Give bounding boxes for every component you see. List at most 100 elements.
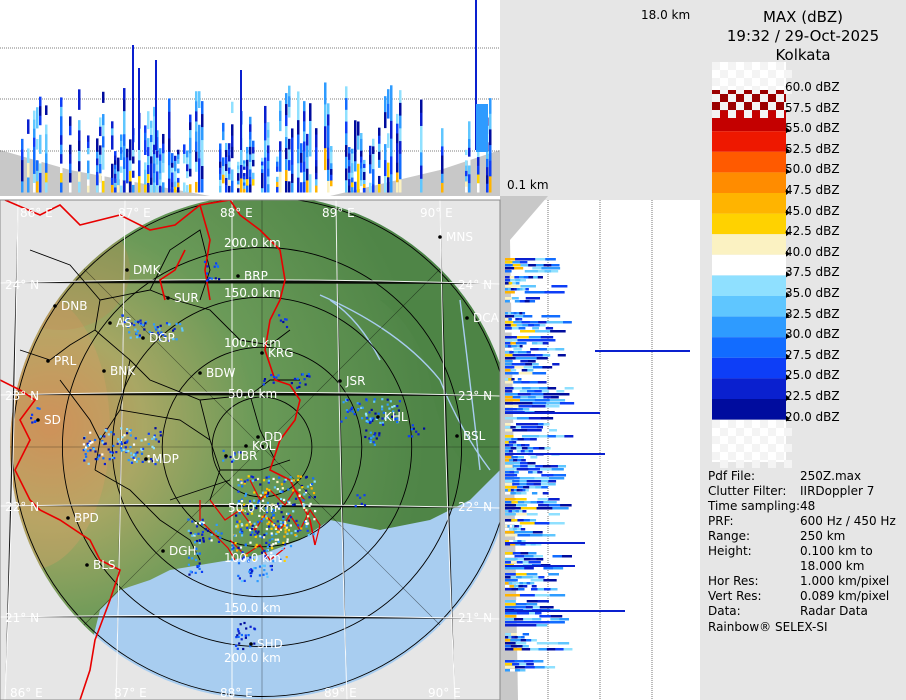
- scan-info: Pdf File: 250Z.max Clutter Filter: IIRDoppl…: [708, 469, 904, 635]
- info-key: Pdf File:: [708, 469, 756, 483]
- lon-label: 88° E: [220, 686, 253, 700]
- city-marker: [144, 457, 148, 461]
- lon-label: 87° E: [118, 206, 151, 220]
- city-label: MNS: [446, 230, 473, 244]
- city-label: SHD: [257, 637, 283, 651]
- city-marker: [455, 434, 459, 438]
- legend-swatch: [712, 234, 786, 255]
- radar-display: 86° E 87° E 88° E 89° E 90° E 86° E 87° …: [0, 0, 700, 700]
- legend-swatch: [712, 275, 786, 296]
- radar-site-marker: [260, 445, 264, 449]
- city-label: DMK: [133, 263, 162, 277]
- city-label: JSR: [345, 374, 366, 388]
- legend-swatch: [712, 378, 786, 399]
- legend-swatch: [712, 357, 786, 379]
- timestamp: 19:32 / 29-Oct-2025: [726, 27, 880, 45]
- city-marker: [465, 316, 469, 320]
- city-marker: [260, 351, 264, 355]
- legend-label: 37.5 dBZ: [785, 265, 840, 280]
- info-key: Vert Res:: [708, 589, 762, 603]
- min-height-label: 0.1 km: [507, 178, 549, 192]
- info-value: 250 km: [800, 529, 846, 543]
- city-marker: [166, 296, 170, 300]
- svg-text:21° N: 21° N: [458, 611, 492, 625]
- city-label: KRG: [268, 346, 294, 360]
- city-marker: [108, 321, 112, 325]
- city-marker: [85, 563, 89, 567]
- city-marker: [161, 549, 165, 553]
- city-label: MDP: [152, 452, 179, 466]
- legend-panel: MAX (dBZ) 19:32 / 29-Oct-2025 Kolkata 60…: [700, 0, 906, 700]
- city-label: PRL: [54, 354, 77, 368]
- legend-swatch: [712, 337, 786, 358]
- legend-label: 50.0 dBZ: [785, 162, 840, 177]
- city-marker: [36, 418, 40, 422]
- city-label: BSL: [463, 429, 486, 443]
- info-row: Vert Res: 0.089 km/pixel: [708, 589, 904, 604]
- svg-text:21° N: 21° N: [5, 611, 39, 625]
- legend-label: 55.0 dBZ: [785, 121, 840, 136]
- svg-text:100.0 km: 100.0 km: [224, 551, 281, 565]
- landmass: [10, 200, 500, 699]
- info-value: 0.100 km to 18.000 km: [800, 544, 873, 573]
- info-row: Hor Res: 1.000 km/pixel: [708, 574, 904, 589]
- side-profile-echoes: [505, 258, 690, 672]
- city-marker: [125, 268, 129, 272]
- svg-text:22° N: 22° N: [5, 500, 39, 514]
- lon-label: 86° E: [20, 206, 53, 220]
- info-row: PRF: 600 Hz / 450 Hz: [708, 514, 904, 529]
- range-labels: 50.0 km 100.0 km 150.0 km 200.0 km 50.0 …: [224, 236, 281, 665]
- legend-swatch: [712, 131, 786, 152]
- city-label: UBR: [232, 449, 257, 463]
- city-label: BLS: [93, 558, 116, 572]
- city-label: DGH: [169, 544, 197, 558]
- city-label: KOL: [252, 439, 276, 453]
- legend-swatch: [712, 399, 786, 420]
- legend-swatch: [712, 254, 786, 276]
- max-height-label: 18.0 km: [641, 8, 691, 22]
- city-label: AS: [116, 316, 132, 330]
- legend-label: 25.0 dBZ: [785, 368, 840, 383]
- info-row: Pdf File: 250Z.max: [708, 469, 904, 484]
- city-marker: [198, 371, 202, 375]
- svg-text:24° N: 24° N: [5, 278, 39, 292]
- info-key: PRF:: [708, 514, 734, 528]
- software-credit: Rainbow® SELEX-SI: [708, 620, 828, 634]
- city-marker: [338, 379, 342, 383]
- svg-text:100.0 km: 100.0 km: [224, 336, 281, 350]
- legend-swatch: [712, 296, 786, 317]
- city-marker: [66, 516, 70, 520]
- info-key: Hor Res:: [708, 574, 759, 588]
- legend-swatch: [712, 193, 786, 214]
- city-label: BPD: [74, 511, 99, 525]
- lon-labels-top: 86° E 87° E 88° E 89° E 90° E: [20, 206, 453, 220]
- svg-text:200.0 km: 200.0 km: [224, 236, 281, 250]
- city-label: DD: [264, 430, 282, 444]
- legend-label: 20.0 dBZ: [785, 409, 840, 424]
- legend-label: 32.5 dBZ: [785, 306, 840, 321]
- info-value: Radar Data: [800, 604, 868, 618]
- info-value: 0.089 km/pixel: [800, 589, 890, 603]
- info-value: 1.000 km/pixel: [800, 574, 890, 588]
- info-key: Data:: [708, 604, 741, 618]
- city-label: DCA: [473, 311, 500, 325]
- legend-label: 57.5 dBZ: [785, 100, 840, 115]
- lon-label: 90° E: [420, 206, 453, 220]
- lon-label: 89° E: [322, 206, 355, 220]
- info-row: Range: 250 km: [708, 529, 904, 544]
- info-key: Time sampling:: [708, 499, 801, 513]
- legend-label: 35.0 dBZ: [785, 286, 840, 300]
- lon-label: 86° E: [10, 686, 43, 700]
- city-marker: [102, 369, 106, 373]
- city-marker: [376, 415, 380, 419]
- info-key: Clutter Filter:: [708, 484, 787, 498]
- svg-text:23° N: 23° N: [5, 389, 39, 403]
- legend-label: 22.5 dBZ: [785, 389, 840, 403]
- info-key: Range:: [708, 529, 751, 543]
- svg-text:50.0 km: 50.0 km: [228, 387, 277, 401]
- lon-label: 87° E: [114, 686, 147, 700]
- legend-label: 30.0 dBZ: [785, 327, 840, 342]
- product-header: MAX (dBZ) 19:32 / 29-Oct-2025 Kolkata: [700, 8, 906, 65]
- color-legend: [712, 62, 792, 468]
- svg-text:50.0 km: 50.0 km: [228, 501, 277, 515]
